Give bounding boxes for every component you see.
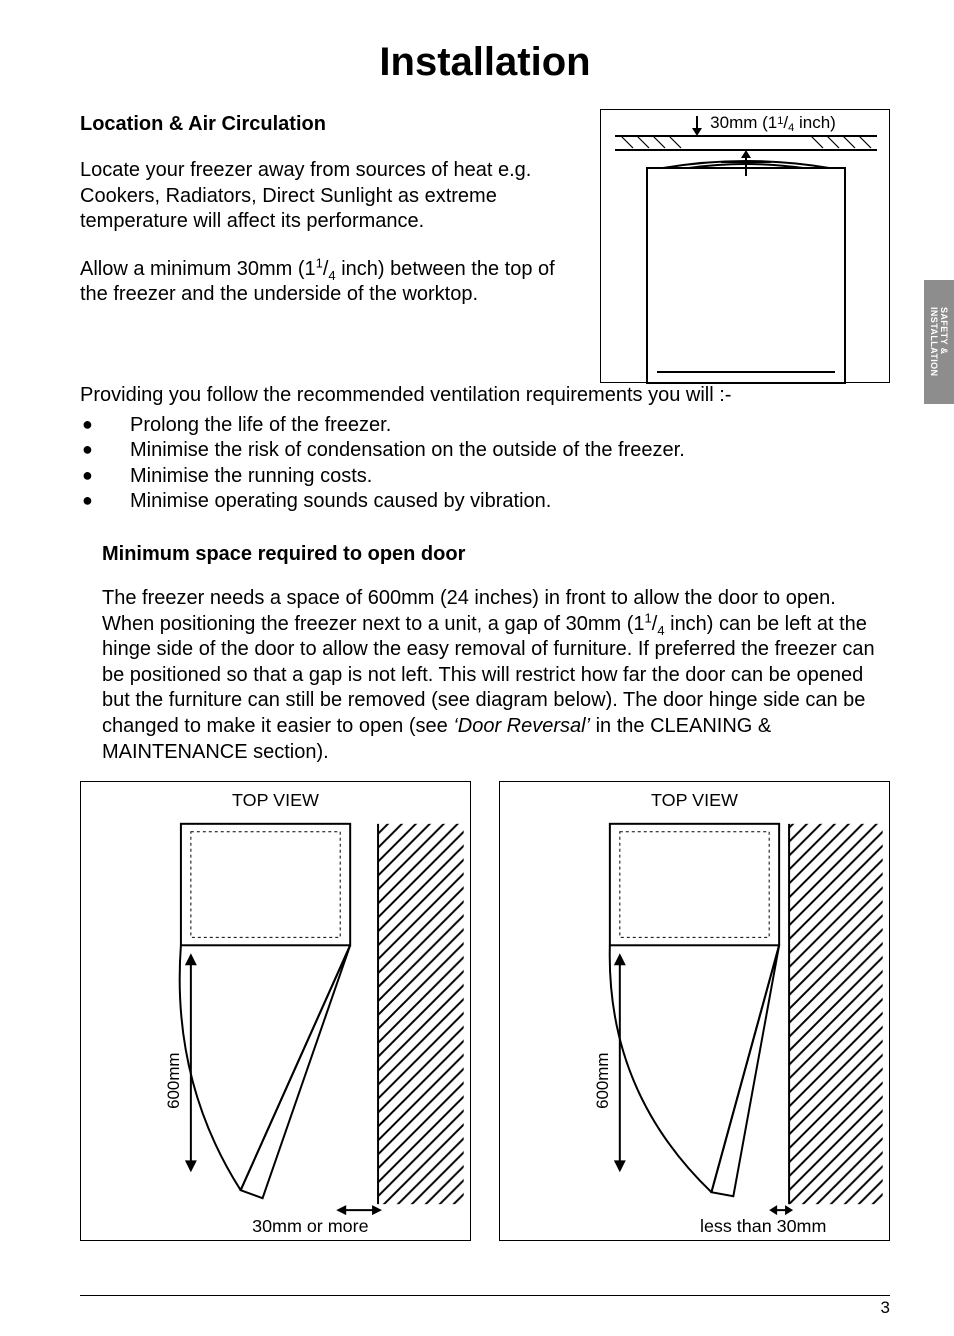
- svg-text:30mm (11/4 inch): 30mm (11/4 inch): [710, 113, 836, 134]
- list-item: ●Minimise operating sounds caused by vib…: [80, 489, 890, 515]
- location-heading: Location & Air Circulation: [80, 113, 580, 136]
- list-item: ●Prolong the life of the freezer.: [80, 413, 890, 439]
- list-item: ●Minimise the running costs.: [80, 464, 890, 490]
- diagram-title: TOP VIEW: [232, 790, 319, 810]
- door-diagram-left: TOP VIEW: [80, 781, 471, 1241]
- bullet-text: Minimise the running costs.: [130, 464, 890, 490]
- diagram-bottom-label: 30mm or more: [252, 1216, 368, 1236]
- page-footer: 3: [80, 1295, 890, 1318]
- door-para1: The freezer needs a space of 600mm (24 i…: [102, 586, 890, 612]
- diagram-title: TOP VIEW: [651, 790, 738, 810]
- frac-sub: 4: [657, 623, 664, 638]
- diagram-bottom-label: less than 30mm: [700, 1216, 826, 1236]
- para2-a: Allow a minimum 30mm (1: [80, 258, 316, 280]
- bullet-icon: ●: [80, 413, 130, 439]
- door-para2-em: ‘Door Reversal’: [453, 715, 590, 737]
- page-number: 3: [881, 1298, 890, 1317]
- diag-label-b: inch): [794, 113, 836, 132]
- diagram-vlabel: 600mm: [164, 1053, 183, 1109]
- bullet-text: Minimise operating sounds caused by vibr…: [130, 489, 890, 515]
- frac-sup: 1: [316, 255, 323, 270]
- frac-sup: 1: [645, 610, 652, 625]
- section-tab: SAFETY & INSTALLATION: [924, 280, 954, 404]
- door-diagram-right: TOP VIEW 60: [499, 781, 890, 1241]
- door-para2-a: When positioning the freezer next to a u…: [102, 613, 645, 635]
- location-para1: Locate your freezer away from sources of…: [80, 158, 580, 235]
- tab-line2: INSTALLATION: [929, 307, 939, 376]
- frac-sub: 4: [328, 268, 335, 283]
- bullet-icon: ●: [80, 489, 130, 515]
- benefits-list: ●Prolong the life of the freezer. ●Minim…: [80, 413, 890, 515]
- diag-label-a: 30mm (1: [710, 113, 777, 132]
- location-para2: Allow a minimum 30mm (11/4 inch) between…: [80, 257, 580, 308]
- door-para2: When positioning the freezer next to a u…: [102, 612, 890, 766]
- list-item: ●Minimise the risk of condensation on th…: [80, 438, 890, 464]
- bullet-text: Prolong the life of the freezer.: [130, 413, 890, 439]
- ventilation-diagram: 30mm (11/4 inch): [600, 109, 890, 383]
- door-heading: Minimum space required to open door: [102, 543, 890, 566]
- bullet-text: Minimise the risk of condensation on the…: [130, 438, 890, 464]
- page-title: Installation: [80, 40, 890, 85]
- list-intro: Providing you follow the recommended ven…: [80, 383, 890, 409]
- bullet-icon: ●: [80, 464, 130, 490]
- tab-line1: SAFETY &: [939, 307, 949, 355]
- bullet-icon: ●: [80, 438, 130, 464]
- diagram-vlabel: 600mm: [593, 1053, 612, 1109]
